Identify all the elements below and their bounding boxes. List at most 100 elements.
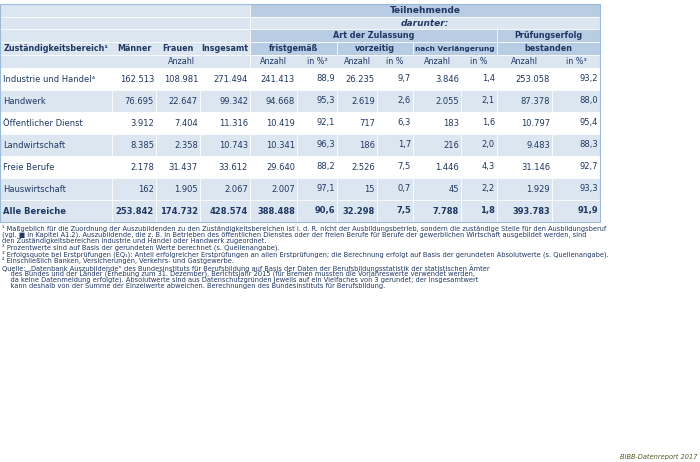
Bar bbox=[461, 156, 497, 178]
Text: 88,0: 88,0 bbox=[580, 97, 598, 105]
Bar bbox=[337, 156, 377, 178]
Text: 9.483: 9.483 bbox=[526, 140, 550, 150]
Bar bbox=[250, 200, 297, 222]
Text: 31.146: 31.146 bbox=[521, 163, 550, 171]
Text: 6,3: 6,3 bbox=[398, 118, 411, 128]
Bar bbox=[297, 68, 337, 90]
Text: 0,7: 0,7 bbox=[398, 184, 411, 194]
Text: 94.668: 94.668 bbox=[266, 97, 295, 105]
Bar bbox=[250, 55, 600, 68]
Bar bbox=[377, 68, 413, 90]
Bar bbox=[413, 134, 461, 156]
Bar bbox=[112, 90, 156, 112]
Text: 393.783: 393.783 bbox=[512, 207, 550, 215]
Bar bbox=[250, 134, 297, 156]
Bar bbox=[200, 134, 250, 156]
Bar bbox=[497, 42, 600, 55]
Bar bbox=[377, 156, 413, 178]
Text: 2.007: 2.007 bbox=[272, 184, 295, 194]
Text: Industrie und Handel⁴: Industrie und Handel⁴ bbox=[3, 74, 95, 84]
Text: 2,1: 2,1 bbox=[482, 97, 495, 105]
Text: da keine Datenmeldung erfolgte). Absolutwerte sind aus Datenschutzgründen jeweil: da keine Datenmeldung erfolgte). Absolut… bbox=[2, 276, 478, 283]
Bar bbox=[297, 178, 337, 200]
Bar bbox=[413, 200, 461, 222]
Bar bbox=[552, 200, 600, 222]
Text: Zuständigkeitsbereich¹: Zuständigkeitsbereich¹ bbox=[4, 44, 108, 53]
Bar bbox=[0, 200, 112, 222]
Text: 186: 186 bbox=[359, 140, 375, 150]
Bar bbox=[200, 178, 250, 200]
Text: Alle Bereiche: Alle Bereiche bbox=[3, 207, 66, 215]
Text: 7.788: 7.788 bbox=[433, 207, 459, 215]
Text: Quelle: „Datenbank Auszubildende“ des Bundesinstituts für Berufsbildung auf Basi: Quelle: „Datenbank Auszubildende“ des Bu… bbox=[2, 264, 489, 272]
Text: 99.342: 99.342 bbox=[219, 97, 248, 105]
Text: ³ Erfolgsquote bei Erstprüfungen (EQ₁): Anteil erfolgreicher Erstprüfungen an al: ³ Erfolgsquote bei Erstprüfungen (EQ₁): … bbox=[2, 250, 609, 258]
Bar bbox=[200, 156, 250, 178]
Text: nach Verlängerung: nach Verlängerung bbox=[415, 45, 495, 51]
Text: den Zuständigkeitsbereichen Industrie und Handel oder Handwerk zugeordnet.: den Zuständigkeitsbereichen Industrie un… bbox=[2, 237, 267, 243]
Text: kann deshalb von der Summe der Einzelwerte abweichen. Berechnungen des Bundesins: kann deshalb von der Summe der Einzelwer… bbox=[2, 283, 385, 289]
Bar bbox=[112, 134, 156, 156]
Text: 1.905: 1.905 bbox=[174, 184, 198, 194]
Bar bbox=[156, 156, 200, 178]
Bar bbox=[461, 134, 497, 156]
Text: 241.413: 241.413 bbox=[260, 74, 295, 84]
Bar bbox=[461, 200, 497, 222]
Bar bbox=[250, 90, 297, 112]
Text: 2.358: 2.358 bbox=[174, 140, 198, 150]
Bar bbox=[112, 156, 156, 178]
Text: Handwerk: Handwerk bbox=[3, 97, 45, 105]
Bar bbox=[200, 112, 250, 134]
Text: darunter:: darunter: bbox=[401, 18, 449, 28]
Text: fristgemäß: fristgemäß bbox=[269, 44, 318, 53]
Text: 1,4: 1,4 bbox=[482, 74, 495, 84]
Bar bbox=[250, 42, 337, 55]
Text: 9,7: 9,7 bbox=[398, 74, 411, 84]
Bar bbox=[156, 134, 200, 156]
Text: 717: 717 bbox=[359, 118, 375, 128]
Text: 4,3: 4,3 bbox=[482, 163, 495, 171]
Text: Teilnehmende: Teilnehmende bbox=[389, 6, 461, 15]
Bar bbox=[200, 90, 250, 112]
Bar bbox=[497, 156, 552, 178]
Text: 2,0: 2,0 bbox=[482, 140, 495, 150]
Bar bbox=[156, 90, 200, 112]
Bar bbox=[250, 156, 297, 178]
Bar bbox=[0, 68, 112, 90]
Text: 2.619: 2.619 bbox=[351, 97, 375, 105]
Text: 88,3: 88,3 bbox=[580, 140, 598, 150]
Text: Freie Berufe: Freie Berufe bbox=[3, 163, 55, 171]
Text: 33.612: 33.612 bbox=[218, 163, 248, 171]
Text: 95,3: 95,3 bbox=[316, 97, 335, 105]
Text: 1,6: 1,6 bbox=[482, 118, 495, 128]
Text: 2,2: 2,2 bbox=[482, 184, 495, 194]
Text: in %: in % bbox=[470, 57, 488, 66]
Bar bbox=[156, 178, 200, 200]
Bar bbox=[112, 178, 156, 200]
Text: 3.912: 3.912 bbox=[130, 118, 154, 128]
Text: 2.178: 2.178 bbox=[130, 163, 154, 171]
Text: bestanden: bestanden bbox=[524, 44, 573, 53]
Bar bbox=[552, 134, 600, 156]
Text: 92,1: 92,1 bbox=[316, 118, 335, 128]
Text: 90,6: 90,6 bbox=[314, 207, 335, 215]
Bar bbox=[0, 112, 112, 134]
Text: 2.526: 2.526 bbox=[351, 163, 375, 171]
Bar bbox=[377, 200, 413, 222]
Bar bbox=[497, 112, 552, 134]
Text: Hauswirtschaft: Hauswirtschaft bbox=[3, 184, 66, 194]
Bar bbox=[0, 4, 250, 17]
Text: 1,7: 1,7 bbox=[398, 140, 411, 150]
Bar bbox=[497, 90, 552, 112]
Text: 253.842: 253.842 bbox=[116, 207, 154, 215]
Bar bbox=[552, 156, 600, 178]
Bar bbox=[156, 68, 200, 90]
Text: 93,3: 93,3 bbox=[580, 184, 598, 194]
Bar bbox=[497, 68, 552, 90]
Text: 428.574: 428.574 bbox=[210, 207, 248, 215]
Bar bbox=[377, 112, 413, 134]
Text: Insgesamt: Insgesamt bbox=[202, 44, 248, 53]
Text: 162: 162 bbox=[138, 184, 154, 194]
Text: 93,2: 93,2 bbox=[580, 74, 598, 84]
Text: in %²: in %² bbox=[307, 57, 328, 66]
